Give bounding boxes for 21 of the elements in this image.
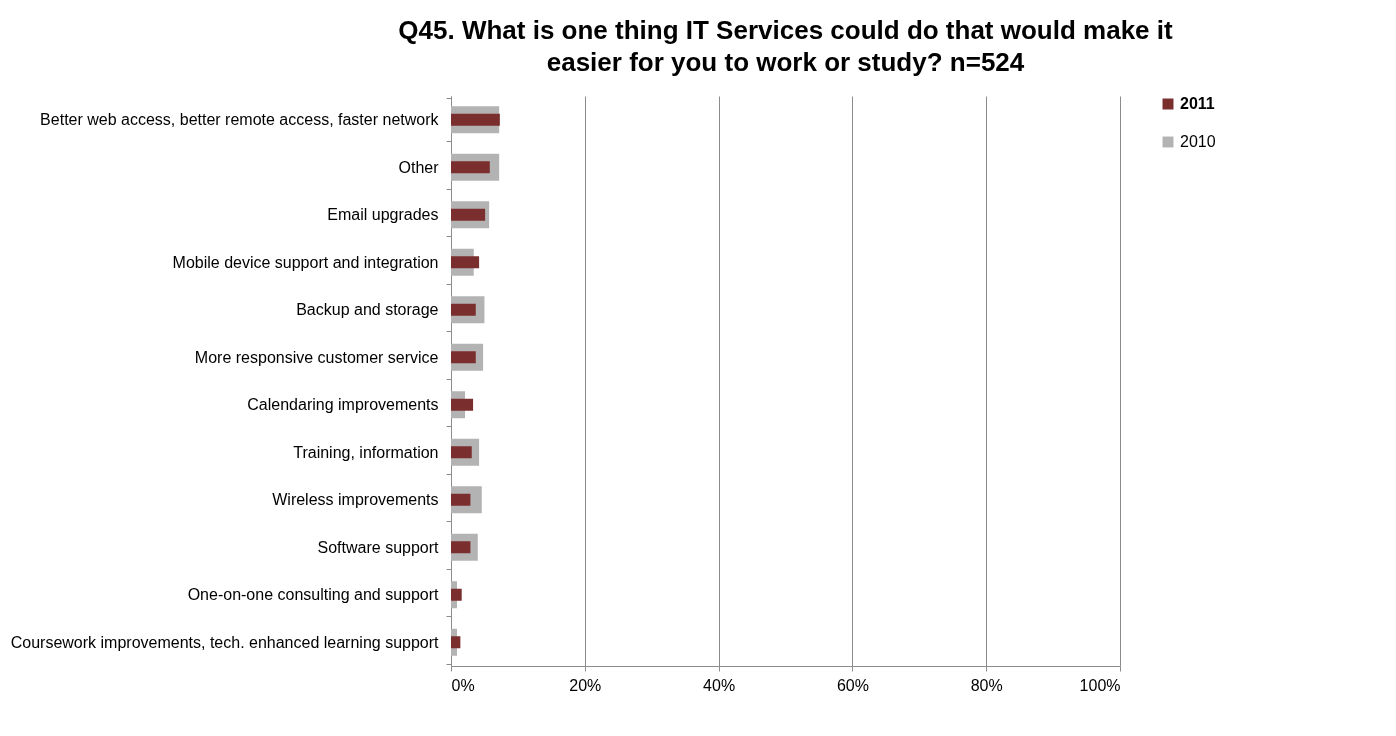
x-tick-label: 20%: [569, 676, 602, 694]
y-tick-label: More responsive customer service: [194, 348, 439, 366]
y-tick-label: Backup and storage: [296, 301, 439, 319]
y-tick-label: Software support: [317, 538, 440, 556]
y-tick-label: Mobile device support and integration: [172, 253, 439, 271]
legend-label: 2010: [1180, 133, 1216, 150]
x-tick-label: 100%: [1079, 676, 1121, 694]
x-tick-label: 40%: [703, 676, 736, 694]
legend-label: 2011: [1180, 95, 1215, 112]
y-tick-label: Other: [398, 158, 440, 176]
x-tick-label: 80%: [970, 676, 1003, 694]
chart-title: Q45. What is one thing IT Services could do that would make it easier for you to work or study? n=524: [398, 15, 1174, 77]
x-tick-label: 0%: [451, 676, 475, 694]
y-tick-label: Training, information: [293, 443, 439, 461]
y-tick-label: Calendaring improvements: [247, 396, 439, 414]
y-tick-label: Email upgrades: [327, 206, 439, 224]
y-tick-label: One-on-one consulting and support: [187, 586, 440, 604]
x-tick-label: 60%: [836, 676, 869, 694]
y-tick-label: Coursework improvements, tech. enhanced learning support: [10, 633, 440, 651]
y-tick-label: Better web access, better remote access, faster network: [40, 111, 440, 129]
y-tick-label: Wireless improvements: [272, 491, 439, 509]
